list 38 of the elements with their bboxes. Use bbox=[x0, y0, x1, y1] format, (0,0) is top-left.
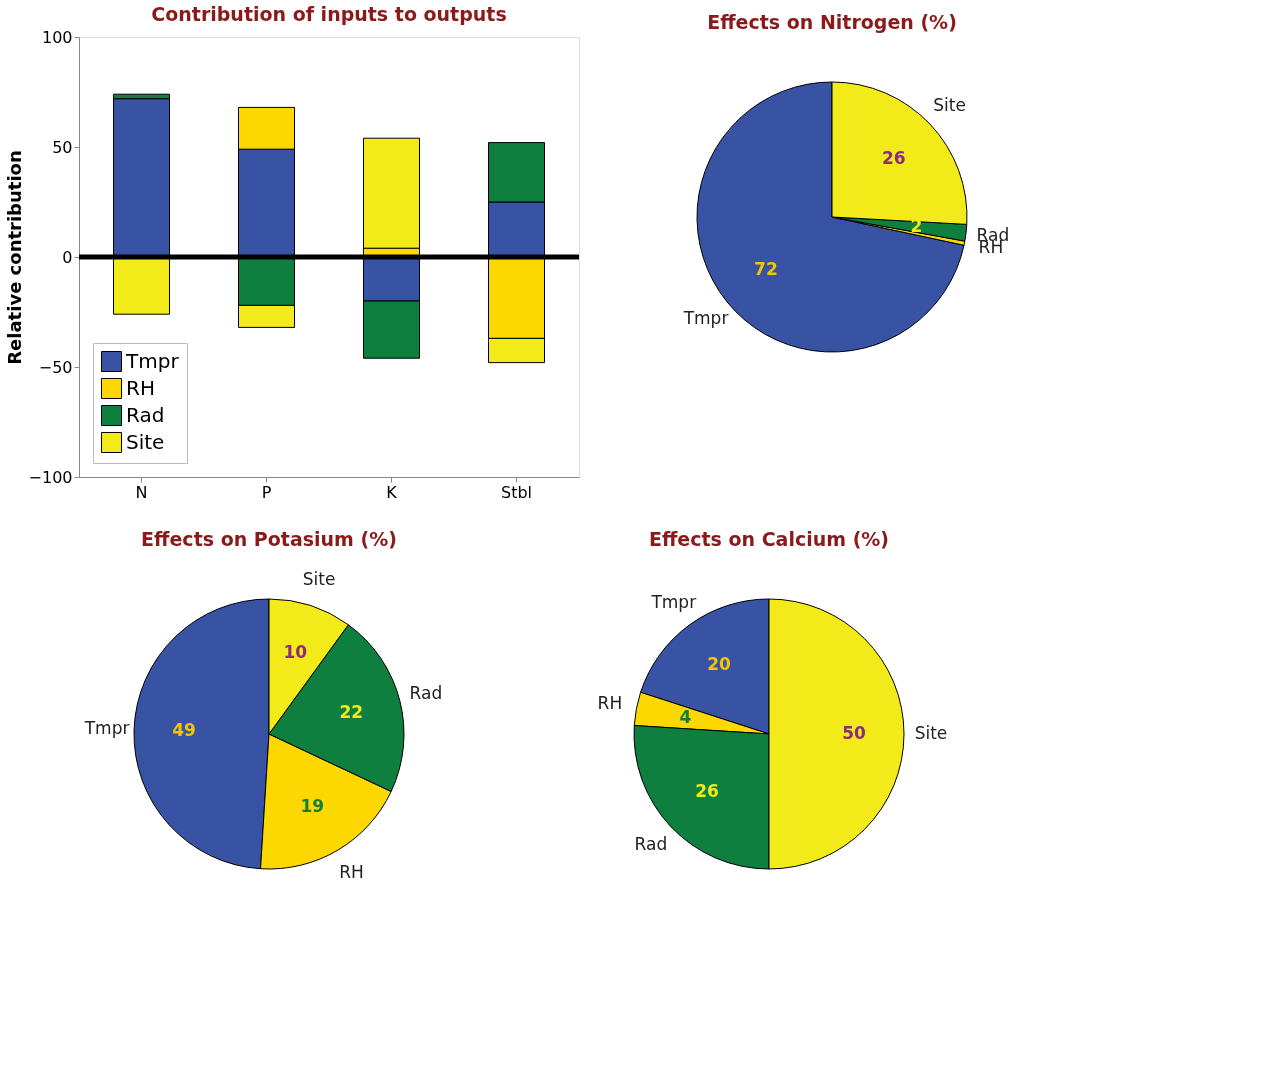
legend-label: Tmpr bbox=[125, 348, 180, 373]
data-label: 72 bbox=[754, 259, 778, 280]
slice-label: Tmpr bbox=[83, 717, 130, 738]
data-label: 26 bbox=[881, 147, 906, 168]
x-tick-label: N bbox=[135, 482, 148, 502]
y-tick-label: 50 bbox=[52, 137, 73, 157]
chart-title: Effects on Calcium (%) bbox=[648, 528, 890, 550]
data-label: 26 bbox=[695, 781, 719, 802]
legend-label: Site bbox=[126, 429, 165, 454]
slice-label: Rad bbox=[634, 833, 668, 854]
slice-label: Tmpr bbox=[650, 591, 697, 612]
y-tick-label: 100 bbox=[41, 27, 73, 47]
data-label: 10 bbox=[283, 642, 308, 663]
slice-label: RH bbox=[597, 692, 623, 713]
data-label: 4 bbox=[679, 707, 692, 728]
data-label: 19 bbox=[300, 796, 325, 817]
chart-title: Effects on Potasium (%) bbox=[141, 528, 397, 550]
y-tick-label: −100 bbox=[28, 467, 73, 487]
data-label: 20 bbox=[707, 654, 732, 675]
x-tick-label: Stbl bbox=[500, 482, 533, 502]
data-label: 50 bbox=[842, 723, 866, 743]
y-tick-label: 0 bbox=[62, 247, 73, 267]
slice-label: Site bbox=[933, 94, 966, 115]
x-tick-label: P bbox=[261, 482, 272, 502]
data-label: 49 bbox=[172, 720, 196, 741]
chart-title: Effects on Nitrogen (%) bbox=[707, 11, 957, 33]
slice-label: Tmpr bbox=[682, 307, 729, 328]
legend-label: RH bbox=[126, 375, 155, 400]
slice-label: Site bbox=[302, 568, 336, 589]
slice-label: Rad bbox=[409, 682, 443, 703]
chart-title: Contribution of inputs to outputs bbox=[151, 3, 507, 25]
slice-label: RH bbox=[339, 862, 364, 883]
legend-label: Rad bbox=[126, 402, 165, 427]
y-axis-title: Relative contribution bbox=[3, 150, 25, 365]
slice-label: Site bbox=[914, 723, 948, 743]
x-tick-label: K bbox=[386, 482, 398, 502]
y-tick-label: −50 bbox=[38, 357, 73, 377]
data-label: 22 bbox=[339, 701, 364, 722]
